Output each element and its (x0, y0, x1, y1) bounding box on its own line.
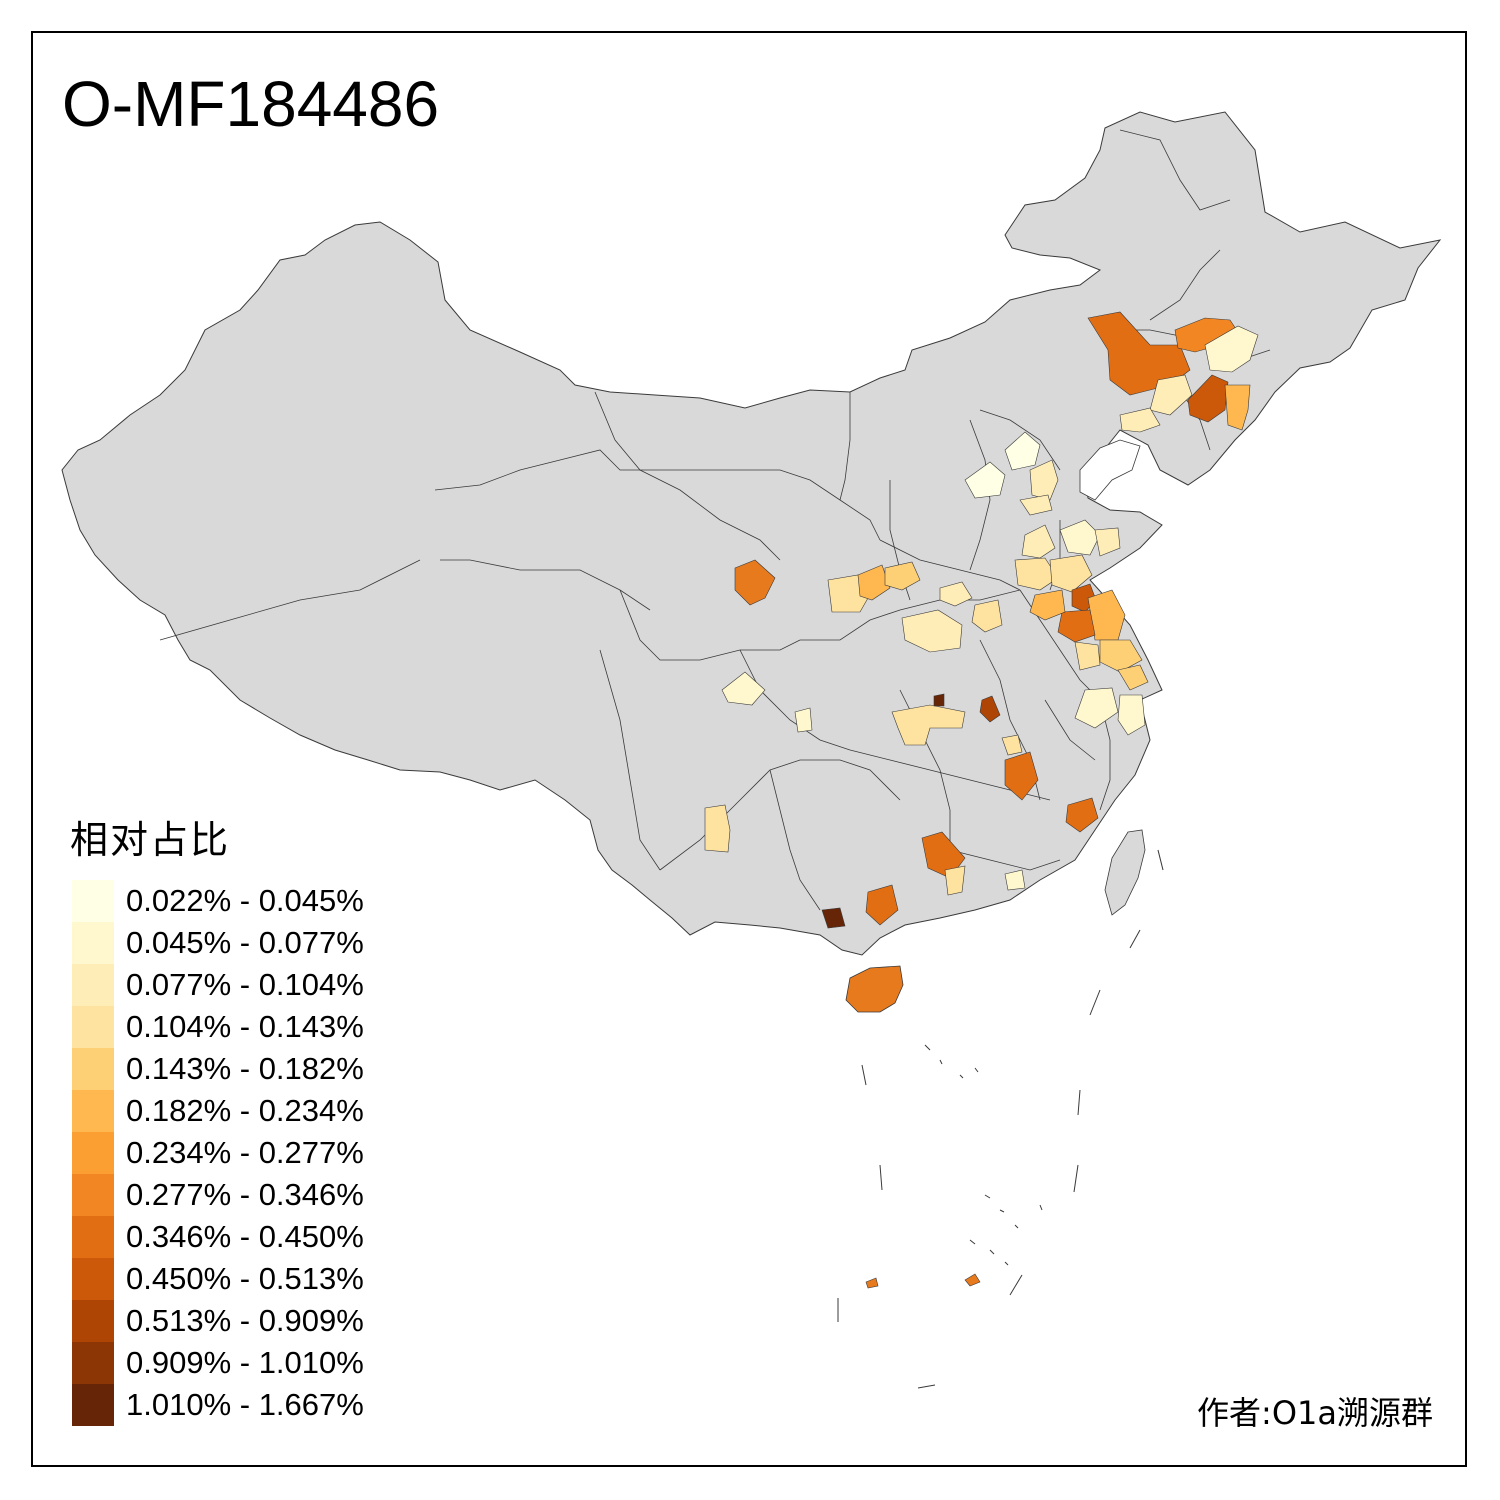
choropleth-regions (704, 311, 1259, 929)
region-jiangxi-north (1001, 734, 1023, 756)
legend-swatch (72, 1132, 114, 1174)
region-jiangsu-3 (1029, 589, 1066, 621)
legend-label: 0.182% - 0.234% (126, 1093, 364, 1128)
legend-item: 0.104% - 0.143% (70, 1006, 364, 1048)
region-shandong-1 (1059, 519, 1101, 556)
legend-item: 0.450% - 0.513% (70, 1258, 364, 1300)
province-boundaries (159, 129, 1271, 911)
region-jilin-1 (1149, 374, 1193, 416)
legend-swatch (72, 1300, 114, 1342)
legend-swatch (72, 1258, 114, 1300)
legend-label: 0.143% - 0.182% (126, 1051, 364, 1086)
legend: 相对占比 0.022% - 0.045% 0.045% - 0.077% 0.077… (70, 818, 364, 1426)
map-title: O-MF184486 (62, 68, 440, 140)
legend-swatch (72, 1174, 114, 1216)
region-jiangsu-4 (1099, 639, 1143, 673)
region-hebei-1 (964, 461, 1006, 499)
region-anhui-1 (971, 599, 1003, 633)
legend-title: 相对占比 (70, 818, 231, 862)
legend-swatch (72, 1090, 114, 1132)
legend-item: 0.143% - 0.182% (70, 1048, 364, 1090)
bohai-sea (1079, 439, 1141, 501)
legend-item: 0.513% - 0.909% (70, 1300, 364, 1342)
legend-label: 0.909% - 1.010% (126, 1345, 364, 1380)
region-jiangxi-central (1004, 751, 1039, 801)
region-guangxi-south (821, 907, 846, 929)
scs-island-orange-1 (964, 1273, 981, 1287)
hainan-island (845, 965, 904, 1013)
region-heilongjiang-central (1204, 325, 1259, 373)
region-yunnan-central (704, 804, 731, 853)
legend-label: 0.277% - 0.346% (126, 1177, 364, 1212)
legend-label: 0.234% - 0.277% (126, 1135, 364, 1170)
region-shandong-3 (1021, 524, 1056, 559)
region-shanghai-area (1117, 664, 1149, 691)
legend-item: 0.277% - 0.346% (70, 1174, 364, 1216)
legend-label: 0.513% - 0.909% (126, 1303, 364, 1338)
region-jilin-3 (1224, 384, 1251, 431)
legend-item: 0.182% - 0.234% (70, 1090, 364, 1132)
south-china-sea-islands (837, 849, 1164, 1389)
legend-item: 0.234% - 0.277% (70, 1132, 364, 1174)
legend-item: 1.010% - 1.667% (70, 1384, 364, 1426)
region-fujian (1065, 797, 1099, 833)
legend-items: 0.022% - 0.045% 0.045% - 0.077% 0.077% - 0… (70, 880, 364, 1426)
legend-label: 0.346% - 0.450% (126, 1219, 364, 1254)
region-shaanxi-1 (827, 574, 869, 613)
legend-label: 0.104% - 0.143% (126, 1009, 364, 1044)
legend-swatch (72, 1216, 114, 1258)
region-jiangsu-5 (1074, 641, 1101, 671)
legend-item: 0.045% - 0.077% (70, 922, 364, 964)
region-hubei-dark (933, 693, 945, 707)
legend-swatch (72, 1006, 114, 1048)
legend-swatch (72, 1384, 114, 1426)
region-shandong-4 (1014, 557, 1059, 591)
legend-item: 0.909% - 1.010% (70, 1342, 364, 1384)
region-liaoning-1 (1119, 407, 1161, 433)
region-sichuan-west (721, 671, 766, 706)
legend-swatch (72, 922, 114, 964)
region-zhejiang-1 (1074, 687, 1119, 729)
region-guangdong-central (944, 865, 966, 896)
legend-item: 0.077% - 0.104% (70, 964, 364, 1006)
region-zhejiang-2 (1117, 694, 1146, 736)
region-jilin-2 (1187, 374, 1229, 423)
legend-label: 0.077% - 0.104% (126, 967, 364, 1002)
map-frame (31, 31, 1467, 1467)
legend-label: 0.045% - 0.077% (126, 925, 364, 960)
region-hubei-east (979, 695, 1001, 723)
legend-swatch (72, 880, 114, 922)
region-shandong-2 (1094, 527, 1121, 557)
region-shanxi-1 (884, 561, 921, 591)
region-qinghai-gansu (734, 559, 776, 606)
legend-swatch (72, 1048, 114, 1090)
region-hubei-west (891, 704, 966, 746)
region-shaanxi-2 (857, 564, 891, 601)
scs-island-orange-2 (865, 1277, 879, 1289)
legend-label: 0.022% - 0.045% (126, 883, 364, 918)
author-credit: 作者:O1a溯源群 (1197, 1394, 1433, 1432)
legend-swatch (72, 1342, 114, 1384)
region-beijing-area (1004, 431, 1041, 471)
region-sichuan-central (794, 707, 813, 733)
legend-swatch (72, 964, 114, 1006)
region-hebei-2 (1029, 459, 1059, 501)
region-henan-2 (901, 609, 963, 653)
mainland-china (61, 111, 1442, 956)
legend-label: 1.010% - 1.667% (126, 1387, 364, 1422)
region-guangdong-east (1004, 869, 1026, 891)
region-guangxi-east (865, 884, 899, 926)
region-shandong-5 (1049, 554, 1093, 593)
legend-item: 0.346% - 0.450% (70, 1216, 364, 1258)
region-jiangsu-2 (1057, 609, 1096, 643)
region-henan-1 (939, 581, 973, 607)
legend-label: 0.450% - 0.513% (126, 1261, 364, 1296)
taiwan-island (1104, 829, 1146, 916)
region-hebei-3 (1019, 494, 1053, 516)
legend-item: 0.022% - 0.045% (70, 880, 364, 922)
